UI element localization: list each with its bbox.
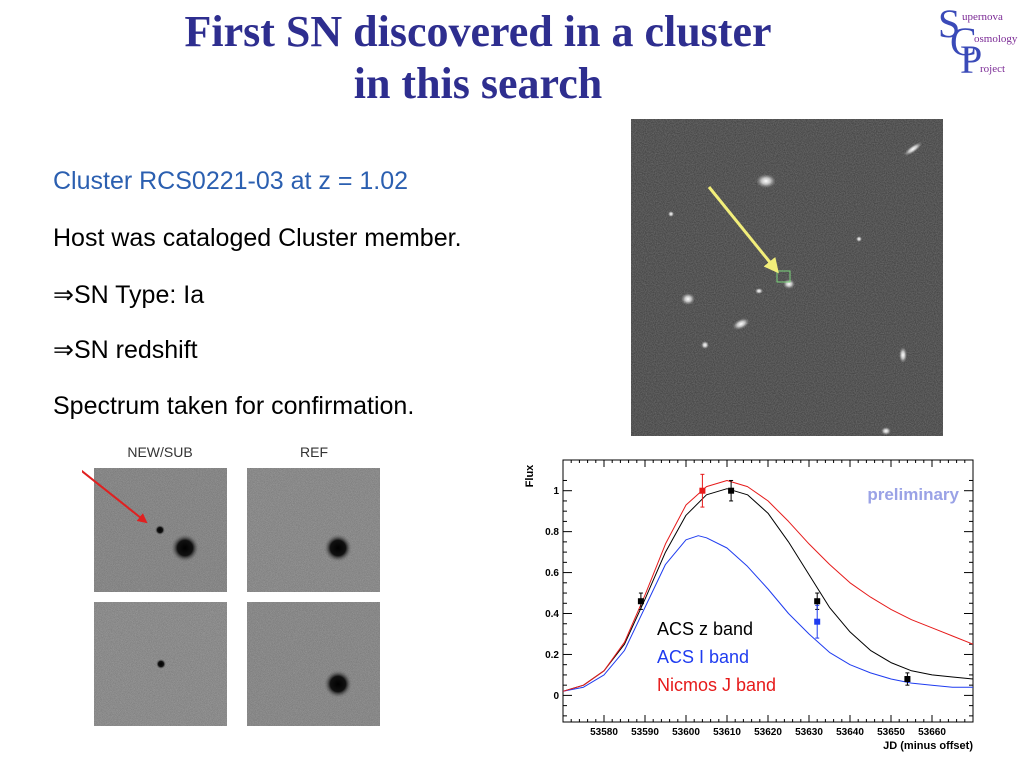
galaxy bbox=[701, 341, 709, 349]
legend-acs-i-band: ACS I band bbox=[657, 647, 749, 667]
galaxy bbox=[732, 318, 750, 330]
sn-pointer-arrow bbox=[707, 186, 779, 274]
y-tick-label: 1 bbox=[553, 486, 559, 497]
x-axis-label: JD (minus offset) bbox=[883, 740, 973, 752]
stamp-new-sub-bottom bbox=[94, 602, 227, 726]
chart-points bbox=[637, 473, 911, 686]
legend-nicmos-j-band: Nicmos J band bbox=[657, 675, 776, 695]
galaxy bbox=[881, 427, 891, 435]
stamp-ref-top bbox=[247, 468, 380, 592]
data-point bbox=[904, 676, 911, 683]
data-point bbox=[699, 487, 706, 494]
logo-letter-c: C bbox=[950, 19, 977, 64]
x-tick-label: 53630 bbox=[795, 727, 823, 738]
bullet-spectrum: Spectrum taken for confirmation. bbox=[53, 392, 415, 420]
chart-axes: 53580 53590 53600 53610 53620 53630 53640 53650… bbox=[545, 459, 974, 738]
legend-acs-z-band: ACS z band bbox=[657, 619, 753, 639]
image-stamps: NEW/SUB REF bbox=[82, 444, 380, 726]
series-curve-2 bbox=[562, 480, 974, 692]
series-curve-1 bbox=[562, 535, 973, 692]
x-tick-label: 53590 bbox=[631, 727, 659, 738]
y-axis-label: Flux bbox=[524, 464, 536, 487]
x-tick-label: 53580 bbox=[590, 727, 618, 738]
data-point bbox=[814, 598, 821, 605]
bullet-cluster: Cluster RCS0221-03 at z = 1.02 bbox=[53, 167, 409, 195]
logo-word-supernova: upernova bbox=[962, 11, 1003, 23]
y-tick-label: 0.4 bbox=[545, 609, 559, 620]
y-tick-label: 0.8 bbox=[545, 527, 559, 538]
galaxy bbox=[783, 279, 795, 289]
bullet-sn-type: ⇒SN Type: Ia bbox=[53, 281, 205, 309]
stamp-label-new-sub: NEW/SUB bbox=[127, 444, 192, 460]
cluster-sky-image bbox=[631, 119, 943, 436]
galaxy bbox=[668, 211, 674, 217]
galaxy bbox=[755, 288, 763, 294]
y-tick-label: 0.6 bbox=[545, 568, 559, 579]
slide-title-line-1: First SN discovered in a cluster bbox=[184, 7, 772, 56]
slide-title: First SN discovered in a cluster in this… bbox=[0, 6, 956, 110]
x-tick-label: 53620 bbox=[754, 727, 782, 738]
x-tick-label: 53660 bbox=[918, 727, 946, 738]
sn-pointer-arrow-red bbox=[82, 469, 148, 524]
x-tick-label: 53640 bbox=[836, 727, 864, 738]
chart-curves bbox=[562, 480, 974, 692]
y-tick-label: 0 bbox=[553, 691, 559, 702]
stamp-label-ref: REF bbox=[300, 444, 328, 460]
y-tick-label: 0.2 bbox=[545, 650, 559, 661]
logo-word-project: roject bbox=[980, 63, 1006, 75]
x-tick-label: 53600 bbox=[672, 727, 700, 738]
galaxy bbox=[903, 142, 923, 156]
host-galaxy bbox=[171, 534, 199, 562]
logo-letter-s: S bbox=[938, 1, 961, 46]
light-curve-chart: 53580 53590 53600 53610 53620 53630 53640 53650… bbox=[524, 459, 974, 752]
scp-logo: S upernova C osmology P roject bbox=[936, 1, 1020, 80]
data-point bbox=[728, 487, 735, 494]
x-tick-label: 53650 bbox=[877, 727, 905, 738]
host-galaxy bbox=[324, 534, 352, 562]
galaxy bbox=[756, 174, 776, 188]
galaxy bbox=[681, 293, 695, 305]
bullet-host: Host was cataloged Cluster member. bbox=[53, 224, 462, 252]
sn-marker-box bbox=[776, 270, 791, 283]
slide-title-line-2: in this search bbox=[353, 59, 603, 108]
series-curve-0 bbox=[562, 488, 974, 692]
logo-letter-p: P bbox=[960, 37, 983, 82]
logo-word-cosmology: osmology bbox=[974, 33, 1018, 45]
galaxy bbox=[899, 347, 907, 363]
data-point bbox=[814, 618, 821, 625]
preliminary-watermark: preliminary bbox=[867, 485, 959, 504]
host-galaxy bbox=[324, 670, 352, 698]
sn-spot bbox=[156, 659, 166, 669]
bullet-sn-redshift: ⇒SN redshift bbox=[53, 336, 198, 364]
data-point bbox=[637, 598, 644, 605]
x-tick-label: 53610 bbox=[713, 727, 741, 738]
sn-spot bbox=[155, 525, 165, 535]
galaxy bbox=[856, 236, 862, 242]
stamp-ref-bottom bbox=[247, 602, 380, 726]
stamp-new-sub-top bbox=[94, 468, 227, 592]
